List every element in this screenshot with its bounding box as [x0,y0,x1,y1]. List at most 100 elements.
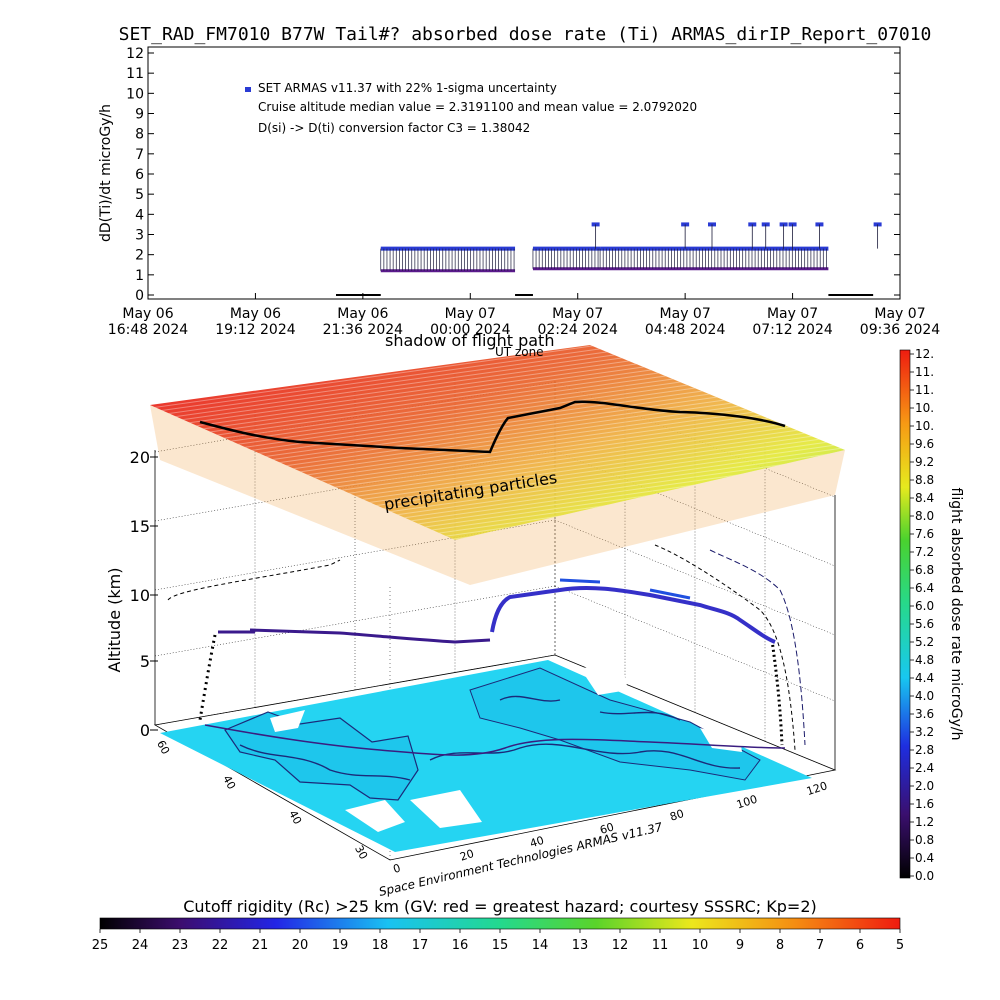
timeseries-frame [147,46,901,300]
annotation-shadow: shadow of flight path [385,331,554,350]
longitude-tick-label: 40 [528,834,545,851]
land-mass-west [224,711,419,801]
descent-dots-right [770,639,784,746]
rigidity-tick-label: 7 [816,938,824,953]
rigidity-tick-label: 11 [652,938,669,953]
longitude-tick-label: 120 [805,779,829,798]
x-tick-label-date: May 07 [552,306,603,322]
dose-colorbar-tick-label: 1.2 [915,815,934,829]
map-latitude-ticks: 60 40 40 30 [154,738,370,861]
flight-path-climb [490,585,776,644]
dose-colorbar-tick-label: 12. [915,347,934,361]
y-tick-label: 6 [135,167,144,183]
flight-path-high [559,578,691,600]
shadow-path-right2 [709,549,806,746]
page-title: SET_RAD_FM7010 B77W Tail#? absorbed dose… [119,24,932,45]
rigidity-tick-label: 18 [372,938,389,953]
dose-colorbar-tick-label: 2.4 [915,761,934,775]
dose-colorbar-tick-label: 6.0 [915,599,934,613]
rigidity-colorbar-title: Cutoff rigidity (Rc) >25 km (GV: red = g… [183,897,817,916]
rigidity-tick-label: 23 [172,938,189,953]
dose-colorbar-tick-label: 4.4 [915,671,934,685]
rigidity-tick-label: 19 [332,938,349,953]
rigidity-tick-label: 6 [856,938,864,953]
dose-colorbar-tick-label: 10. [915,419,934,433]
x-tick-label-time: 04:48 2024 [645,322,726,338]
dose-colorbar-tick-label: 0.8 [915,833,934,847]
grid-line-right [554,585,836,702]
dose-colorbar-ticks: 12. 11. 11. 10. 10. 9.6 9.2 8.8 8.4 8.0 7.6 7.2 6.8 6… [910,347,934,883]
x-tick-label-time: 16:48 2024 [108,322,189,338]
rigidity-tick-label: 13 [572,938,589,953]
y-tick-label: 4 [135,207,144,223]
altitude-tick-label: 20 [130,448,150,467]
dose-colorbar-tick-label: 1.6 [915,797,934,811]
y-tick-label: 0 [135,288,144,304]
rigidity-tick-label: 5 [896,938,904,953]
dose-colorbar-tick-label: 3.2 [915,725,934,739]
ground-track [204,724,786,756]
longitude-tick-label: 0 [392,861,403,876]
y-tick-label: 3 [135,228,144,244]
x-tick-label-date: May 06 [122,306,173,322]
dose-colorbar-gradient [899,349,911,879]
altitude-tick-label: 5 [140,652,150,671]
dose-colorbar-tick-label: 11. [915,365,934,379]
dose-colorbar-tick-label: 9.6 [915,437,934,451]
rigidity-tick-label: 9 [736,938,744,953]
x-tick-label-date: May 06 [230,306,281,322]
y-tick-label: 9 [135,107,144,123]
timeseries-y-label: dD(Ti)/dt microGy/h [98,104,114,242]
timeseries-series [336,222,882,296]
latitude-tick-label: 40 [286,808,304,826]
descent-dots-left [198,634,217,721]
altitude-tick-label: 0 [140,721,150,740]
rigidity-tick-label: 16 [452,938,469,953]
dose-colorbar-tick-label: 11. [915,383,934,397]
altitude-label: Altitude (km) [105,568,124,673]
y-tick-label: 5 [135,187,144,203]
rigidity-tick-label: 25 [92,938,109,953]
ocean-surface [160,660,812,852]
y-tick-label: 7 [135,147,144,163]
dose-colorbar-tick-label: 0.4 [915,851,934,865]
rigidity-tick-label: 10 [692,938,709,953]
shadow-path-left [167,559,341,601]
rigidity-tick-label: 24 [132,938,149,953]
rigidity-tick-label: 15 [492,938,509,953]
x-tick-label-time: 19:12 2024 [215,322,296,338]
longitude-tick-label: 20 [458,847,475,864]
white-region-4 [580,665,628,695]
rigidity-tick-label: 22 [212,938,229,953]
altitude-axis: 0 5 10 15 20 [130,448,158,740]
dose-colorbar-tick-label: 9.2 [915,455,934,469]
x-tick-label-date: May 07 [660,306,711,322]
map-longitude-ticks: 0 20 40 60 80 100 120 [392,779,829,876]
x-tick-label-time: 07:12 2024 [752,322,833,338]
dose-colorbar-tick-label: 4.8 [915,653,934,667]
dose-colorbar-tick-label: 5.2 [915,635,934,649]
rigidity-tick-label: 17 [412,938,429,953]
shadow-path-right [654,544,796,751]
longitude-tick-label: 100 [735,793,759,812]
legend-entry: SET ARMAS v11.37 with 22% 1-sigma uncert… [258,81,557,95]
rigidity-tick-label: 8 [776,938,784,953]
white-region-2 [345,800,405,832]
rigidity-tick-label: 12 [612,938,629,953]
rigidity-colorbar-gradient [99,917,901,930]
rigidity-colorbar-ticks: 25 24 23 22 21 20 19 18 17 16 15 14 13 12 11 10 9 8 7 6 5 [92,929,904,953]
rigidity-tick-label: 14 [532,938,549,953]
white-region-1 [410,790,482,828]
x-tick-label-time: 02:24 2024 [537,322,618,338]
dose-colorbar-tick-label: 6.8 [915,563,934,577]
x-tick-label-date: May 07 [445,306,496,322]
dose-colorbar-tick-label: 10. [915,401,934,415]
altitude-tick-label: 15 [130,517,150,536]
dose-colorbar: 12. 11. 11. 10. 10. 9.6 9.2 8.8 8.4 8.0 7.6 7.2 6.8 6… [899,347,964,883]
rigidity-tick-label: 20 [292,938,309,953]
dose-colorbar-tick-label: 5.6 [915,617,934,631]
